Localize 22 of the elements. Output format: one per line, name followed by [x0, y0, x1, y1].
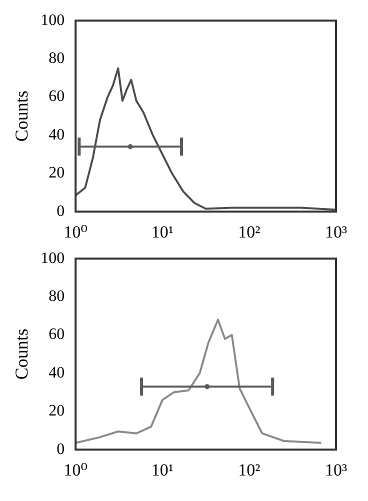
x-tick-label: 10³	[324, 460, 348, 480]
y-axis-title: Counts	[12, 90, 32, 142]
y-tick-label: 0	[56, 440, 65, 458]
x-tick-label: 10²	[238, 460, 260, 480]
y-tick-label: 100	[40, 250, 65, 267]
y-tick-label: 20	[48, 402, 65, 420]
x-tick-label: 10¹	[151, 460, 174, 480]
y-tick-label: 0	[56, 202, 65, 220]
x-tick-label: 10³	[324, 222, 348, 242]
x-tick-label: 10⁰	[64, 222, 88, 242]
x-tick-label: 10⁰	[64, 460, 88, 480]
x-tick-label: 10¹	[151, 222, 174, 242]
y-tick-label: 100	[40, 12, 65, 29]
y-tick-label: 40	[48, 126, 65, 144]
y-tick-label: 20	[48, 164, 65, 182]
y-tick-label: 80	[48, 288, 65, 306]
y-tick-label: 40	[48, 364, 65, 382]
y-tick-label: 60	[48, 326, 65, 344]
y-axis-title: Counts	[12, 328, 32, 380]
y-tick-label: 60	[48, 88, 65, 106]
x-tick-label: 10²	[238, 222, 260, 242]
y-tick-label: 80	[48, 50, 65, 68]
